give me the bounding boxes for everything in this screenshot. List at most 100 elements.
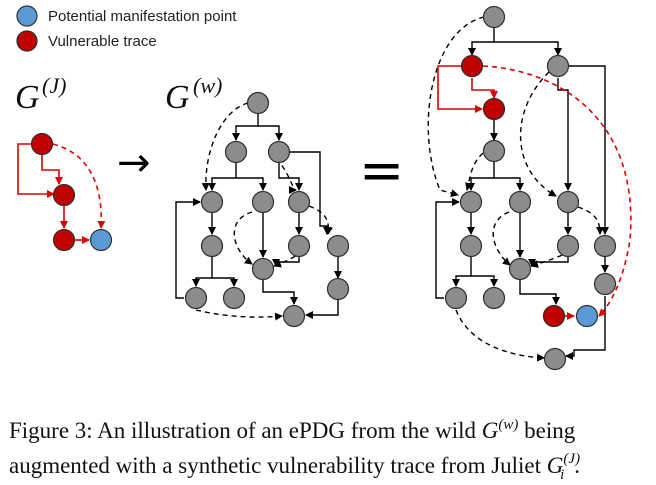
aug-dashed-edge	[577, 206, 604, 235]
wild-dashed-edge	[201, 102, 249, 191]
aug-edge	[467, 162, 495, 191]
wild-node	[326, 234, 350, 258]
wild-node	[200, 234, 224, 258]
wild-node	[267, 140, 291, 164]
aug-edge	[494, 41, 562, 56]
caption-line-2: augmented with a synthetic vulnerability…	[9, 451, 580, 483]
wild-node	[224, 140, 248, 164]
aug-edge	[528, 257, 569, 267]
caption-line-1: Figure 3: An illustration of an ePDG fro…	[9, 417, 576, 443]
caption-line-2-sup: (J)	[563, 451, 580, 467]
legend-manifestation-point-marker	[16, 5, 38, 27]
wild-edge	[208, 163, 237, 191]
equals-operator: =	[359, 139, 404, 202]
aug-red-edge	[471, 78, 498, 99]
aug-edge	[435, 198, 460, 299]
aug-dashed-edge	[465, 152, 484, 191]
aug-node	[543, 347, 567, 371]
aug-node	[556, 190, 580, 214]
aug-node	[508, 257, 532, 281]
caption-line-1-end: being	[518, 418, 575, 443]
wild-edge	[192, 257, 213, 287]
aug-edge	[569, 65, 609, 235]
wild-edge	[278, 163, 303, 191]
figure-caption: Figure 3: An illustration of an ePDG fro…	[9, 417, 580, 483]
aug-node	[482, 139, 506, 163]
wild-edge	[175, 198, 201, 299]
aug-node	[593, 272, 617, 296]
augmented-red-trace	[437, 65, 632, 320]
wild-graph-label: G	[165, 79, 190, 116]
wild-graph-superscript: (w)	[193, 73, 222, 98]
aug-edge	[468, 28, 495, 56]
wild-graph	[175, 102, 342, 321]
aug-node	[459, 234, 483, 258]
wild-node	[222, 286, 246, 310]
augmented-graph	[427, 16, 609, 362]
juliet-red-node	[30, 132, 54, 156]
juliet-red-edge	[17, 143, 55, 198]
wild-node	[287, 190, 311, 214]
wild-edge	[212, 277, 238, 287]
aug-node	[593, 234, 617, 258]
aug-edge	[519, 280, 560, 305]
juliet-graph	[17, 132, 113, 252]
caption-line-2-end: .	[574, 453, 580, 478]
aug-edge	[565, 296, 606, 360]
aug-edge	[557, 78, 572, 191]
wild-edge	[236, 177, 267, 191]
aug-node	[459, 190, 483, 214]
aug-blue-node	[575, 304, 599, 328]
wild-edge	[262, 280, 298, 305]
aug-red-dashed-edge	[482, 65, 632, 317]
aug-dashed-edge	[492, 211, 511, 266]
juliet-blue-node	[89, 228, 113, 252]
aug-edge	[452, 257, 472, 287]
aug-node	[444, 286, 468, 310]
aug-edge	[471, 275, 498, 287]
juliet-red-dashed-edge	[52, 143, 106, 229]
aug-red-node	[482, 97, 506, 121]
aug-node	[556, 234, 580, 258]
caption-line-1-sup: (w)	[498, 417, 518, 433]
wild-edge	[305, 300, 339, 319]
juliet-red-node	[52, 228, 76, 252]
augmented-graph-nodes	[444, 5, 617, 371]
wild-dashed-edge	[195, 309, 283, 321]
aug-node	[482, 286, 506, 310]
wild-graph-nodes	[184, 91, 350, 328]
aug-node	[482, 5, 506, 29]
wild-node	[282, 304, 306, 328]
aug-edge	[494, 177, 524, 191]
arrow-operator: →	[117, 140, 151, 186]
aug-dashed-edge	[519, 71, 557, 197]
wild-node	[251, 257, 275, 281]
caption-line-2-sub: i	[560, 467, 564, 483]
aug-dashed-edge	[455, 309, 545, 362]
caption-line-2-text: augmented with a synthetic vulnerability…	[9, 453, 547, 478]
legend: Potential manifestation point Vulnerable…	[16, 5, 237, 52]
wild-node	[246, 91, 270, 115]
caption-line-1-text: Figure 3: An illustration of an ePDG fro…	[9, 418, 482, 443]
wild-edge	[232, 114, 259, 141]
wild-dashed-edge	[233, 211, 253, 265]
juliet-graph-superscript: (J)	[42, 73, 66, 98]
caption-line-2-g: G	[547, 453, 564, 478]
aug-node	[508, 190, 532, 214]
wild-dashed-edge	[308, 205, 333, 235]
caption-line-1-g: G	[482, 418, 499, 443]
legend-vulnerable-trace-marker	[16, 30, 38, 52]
wild-node	[184, 286, 208, 310]
aug-red-node	[542, 304, 566, 328]
wild-node	[200, 190, 224, 214]
juliet-red-node	[52, 183, 76, 207]
aug-red-node	[460, 54, 484, 78]
legend-vulnerable-trace-label: Vulnerable trace	[48, 33, 157, 50]
wild-edge	[272, 257, 300, 267]
aug-node	[546, 54, 570, 78]
wild-node	[251, 190, 275, 214]
wild-node	[287, 234, 311, 258]
juliet-graph-label: G	[15, 79, 40, 116]
